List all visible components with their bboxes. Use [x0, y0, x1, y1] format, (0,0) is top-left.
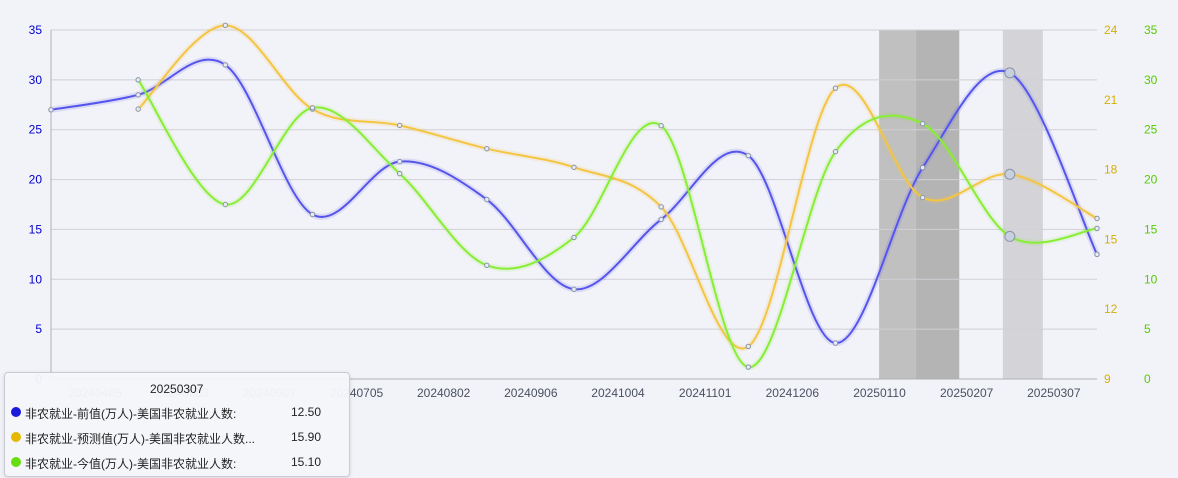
- tooltip-row-previous: 非农就业-前值(万人)-美国非农就业人数: 12.50: [9, 404, 345, 422]
- data-point: [48, 107, 54, 113]
- x-tick-label: 20250110: [853, 386, 906, 400]
- x-tick-label: 20240906: [504, 386, 558, 400]
- data-point: [484, 196, 490, 203]
- y-right-inner-tick-label: 15: [1104, 232, 1118, 246]
- data-point: [1004, 230, 1016, 242]
- data-point: [396, 122, 403, 129]
- data-point: [309, 105, 316, 111]
- tooltip-title: 20250307: [150, 382, 204, 396]
- x-tick-label: 20240802: [417, 386, 471, 400]
- data-point: [745, 343, 752, 350]
- y-right-outer-tick-label: 10: [1144, 272, 1158, 286]
- x-tick-label: 20241101: [679, 386, 732, 400]
- hover-band-right: [1002, 30, 1043, 379]
- y-right-outer-tick-label: 0: [1144, 372, 1151, 386]
- data-point: [135, 92, 141, 98]
- y-right-outer-tick-label: 15: [1144, 222, 1158, 236]
- y-left-tick-label: 25: [29, 123, 43, 137]
- data-point: [658, 204, 664, 210]
- hover-band-center: [915, 30, 960, 379]
- data-point: [919, 194, 926, 201]
- y-right-outer-tick-label: 30: [1144, 73, 1158, 87]
- x-tick-label: 20250207: [940, 386, 994, 400]
- y-right-outer-tick-label: 35: [1144, 23, 1158, 37]
- data-point: [571, 234, 577, 241]
- y-right-inner-tick-label: 9: [1104, 372, 1111, 386]
- data-point: [745, 152, 752, 159]
- data-point: [135, 77, 141, 83]
- data-points: [48, 22, 1100, 370]
- series-dot-icon: [11, 457, 21, 467]
- x-tick-label: 20241004: [591, 386, 645, 400]
- data-point: [1004, 168, 1016, 180]
- tooltip-series-value: 12.50: [291, 405, 322, 419]
- y-left-tick-label: 10: [29, 272, 43, 286]
- data-point: [1004, 67, 1016, 79]
- y-right-inner-tick-label: 18: [1104, 163, 1118, 177]
- tooltip-series-value: 15.90: [291, 430, 322, 444]
- data-point: [919, 121, 926, 127]
- y-right-outer-tick-label: 5: [1144, 322, 1151, 336]
- data-point: [658, 123, 664, 129]
- series-dot-icon: [11, 407, 21, 417]
- tooltip-series-name: 非农就业-预测值(万人)-美国非农就业人数...: [25, 432, 255, 446]
- data-point: [396, 170, 403, 177]
- chart-tooltip: 20250307 非农就业-前值(万人)-美国非农就业人数: 12.50 非农就…: [4, 372, 350, 477]
- y-left-tick-label: 20: [29, 173, 43, 187]
- data-point: [658, 216, 664, 223]
- series-line-0: [50, 58, 1098, 345]
- data-point: [1094, 225, 1100, 232]
- y-right-inner-tick-label: 12: [1104, 302, 1118, 316]
- data-point: [919, 164, 926, 171]
- y-right-inner-tick-label: 21: [1104, 93, 1118, 107]
- data-point: [832, 85, 839, 91]
- y-left-tick-label: 15: [29, 222, 43, 236]
- y-left-tick-label: 5: [35, 322, 42, 336]
- series-dot-icon: [11, 432, 21, 442]
- data-point: [222, 201, 229, 208]
- data-point: [571, 164, 577, 170]
- tooltip-series-value: 15.10: [291, 455, 322, 469]
- tooltip-series-name: 非农就业-今值(万人)-美国非农就业人数:: [25, 457, 237, 471]
- data-point: [832, 148, 839, 155]
- data-point: [222, 62, 229, 68]
- data-point: [484, 145, 490, 152]
- data-point: [571, 286, 577, 292]
- y-left-tick-label: 30: [29, 73, 43, 87]
- data-point: [396, 158, 403, 165]
- data-point: [222, 22, 229, 29]
- hover-band-left: [879, 30, 916, 379]
- data-point: [309, 211, 316, 218]
- hover-band: [879, 30, 1043, 379]
- y-right-outer-tick-label: 25: [1144, 123, 1158, 137]
- data-point: [135, 106, 141, 112]
- y-left-tick-label: 35: [29, 23, 43, 37]
- tooltip-row-actual: 非农就业-今值(万人)-美国非农就业人数: 15.10: [9, 454, 345, 472]
- data-point: [484, 262, 490, 269]
- tooltip-row-forecast: 非农就业-预测值(万人)-美国非农就业人数... 15.90: [9, 429, 345, 447]
- data-point: [1094, 215, 1100, 222]
- x-tick-label: 20241206: [766, 386, 820, 400]
- data-point: [745, 364, 752, 370]
- data-point: [832, 340, 839, 346]
- y-right-outer-tick-label: 20: [1144, 173, 1158, 187]
- x-tick-label: 20250307: [1027, 386, 1081, 400]
- tooltip-series-name: 非农就业-前值(万人)-美国非农就业人数:: [25, 407, 237, 421]
- y-right-inner-tick-label: 24: [1104, 23, 1118, 37]
- data-point: [1094, 251, 1100, 258]
